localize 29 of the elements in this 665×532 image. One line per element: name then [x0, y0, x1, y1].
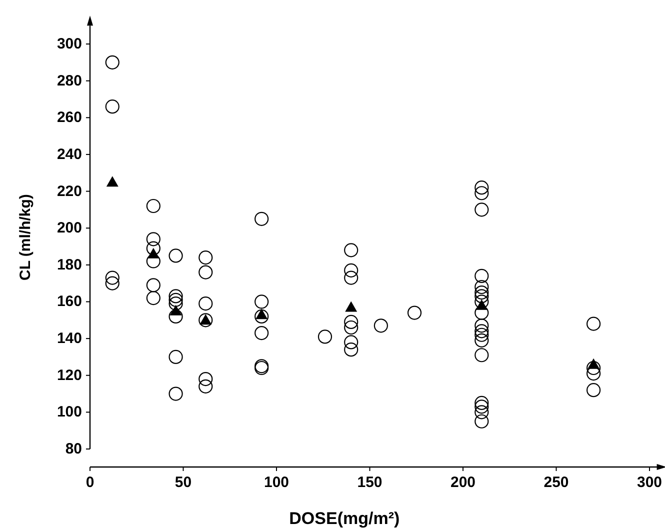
y-tick-label: 200: [56, 220, 82, 237]
point: [200, 314, 212, 325]
y-tick-label: 160: [56, 293, 82, 310]
point: [588, 358, 600, 369]
x-axis-title: DOSE(mg/m²): [289, 509, 400, 528]
y-tick-label: 220: [56, 182, 82, 200]
y-tick-label: 180: [56, 256, 82, 274]
x-tick-label: 200: [450, 474, 476, 491]
x-tick-label: 250: [544, 474, 569, 491]
y-tick-label: 260: [56, 109, 82, 126]
y-tick-label: 280: [56, 72, 82, 90]
y-tick-label: 140: [56, 330, 82, 348]
y-tick-label: 300: [56, 36, 82, 53]
point: [147, 248, 160, 258]
point: [106, 176, 118, 187]
x-tick-label: 300: [636, 474, 662, 491]
x-tick-label: 100: [264, 474, 290, 491]
x-tick-label: 50: [174, 474, 192, 491]
y-tick-label: 240: [56, 146, 82, 163]
x-tick-label: 150: [357, 474, 382, 491]
point: [476, 299, 488, 310]
x-tick-label: 0: [86, 474, 94, 491]
y-tick-label: 120: [56, 366, 82, 384]
y-axis-title: CL (ml/h/kg): [17, 194, 34, 280]
point: [256, 308, 268, 320]
point: [345, 301, 358, 312]
y-tick-label: 80: [65, 440, 82, 458]
point: [170, 304, 182, 316]
y-tick-label: 100: [56, 404, 82, 421]
